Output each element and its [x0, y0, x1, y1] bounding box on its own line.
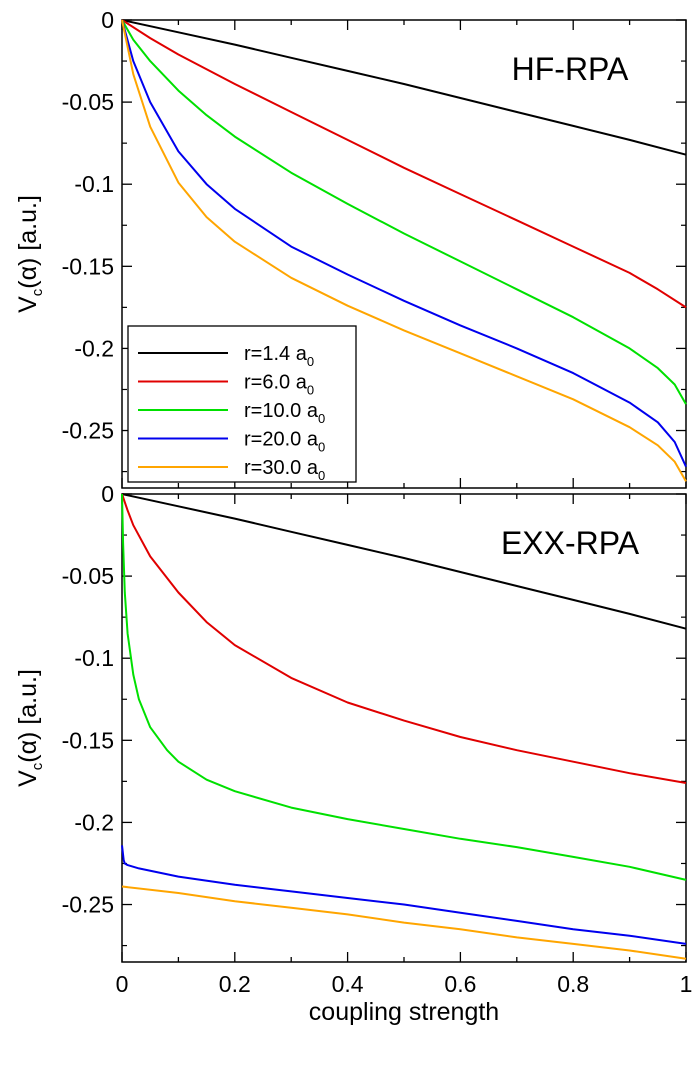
series-line-4: [121, 885, 687, 960]
series-line-1: [121, 19, 687, 309]
legend-label: r=6.0 a0: [244, 372, 314, 398]
y-tick-label: -0.1: [74, 645, 114, 671]
y-tick-label: -0.25: [62, 418, 114, 444]
y-tick-label: -0.05: [62, 563, 114, 589]
x-tick-label: 0.6: [444, 971, 476, 997]
y-tick-label: 0: [101, 7, 114, 33]
y-tick-label: -0.15: [62, 727, 114, 753]
y-axis-label: Vc(α) [a.u.]: [14, 669, 46, 787]
series-line-4: [121, 19, 687, 482]
x-tick-label: 0.8: [557, 971, 589, 997]
y-tick-label: -0.2: [74, 809, 114, 835]
y-tick-label: -0.25: [62, 892, 114, 918]
y-tick-label: 0: [101, 481, 114, 507]
legend-label: r=10.0 a0: [244, 400, 325, 426]
series-line-3: [121, 845, 687, 945]
series-line-2: [121, 19, 687, 405]
series-line-1: [121, 493, 687, 784]
panel-title: EXX-RPA: [501, 525, 640, 561]
series-line-0: [121, 19, 687, 156]
panel-exx-rpa: 0 -0.05 -0.1 -0.15 -0.2 -0.25 0 0.2 0.4 0.6 0.8 1 EX…: [14, 481, 692, 997]
x-axis-label: coupling strength: [309, 998, 499, 1026]
panel-title: HF-RPA: [512, 51, 629, 87]
y-tick-label: -0.1: [74, 171, 114, 197]
series-line-0: [121, 493, 687, 630]
legend-label: r=20.0 a0: [244, 429, 325, 455]
series-line-2: [121, 493, 687, 881]
x-tick-label: 1: [680, 971, 693, 997]
legend-label: r=1.4 a0: [244, 343, 314, 369]
legend-label: r=30.0 a0: [244, 457, 325, 483]
y-tick-label: -0.15: [62, 253, 114, 279]
y-axis-label: Vc(α) [a.u.]: [14, 195, 46, 313]
series-line-3: [121, 19, 687, 468]
x-tick-label: 0.2: [219, 971, 251, 997]
panel-hf-rpa: 0 -0.05 -0.1 -0.15 -0.2 -0.25 HF-RPA Vc(α) [a.u…: [14, 7, 687, 489]
x-tick-label: 0.4: [332, 971, 364, 997]
legend-box: [127, 325, 357, 483]
y-tick-label: -0.05: [62, 89, 114, 115]
y-tick-label: -0.2: [74, 335, 114, 361]
plot-frame: [121, 493, 687, 963]
legend: r=1.4 a0 r=6.0 a0r=10.0 a0 r=20.0 a0r=30.0…: [127, 325, 357, 483]
x-tick-label: 0: [116, 971, 129, 997]
